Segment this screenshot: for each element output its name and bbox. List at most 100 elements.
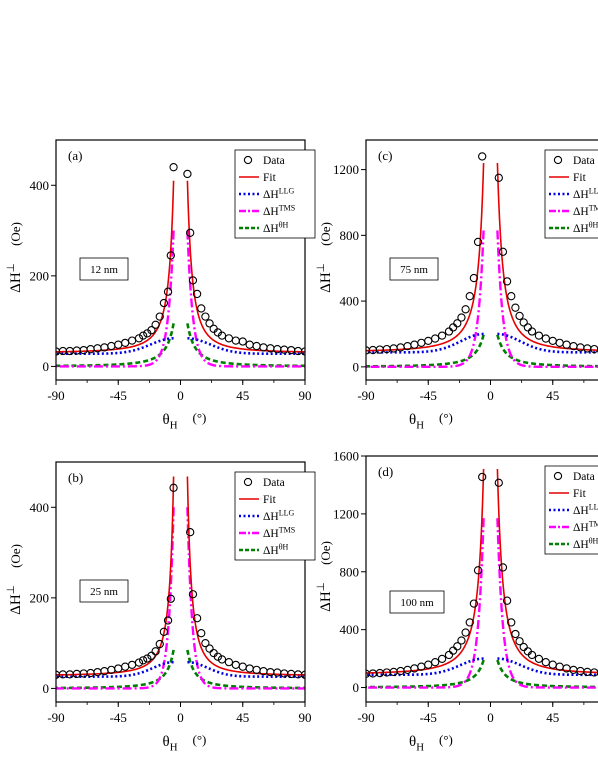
panel-c: -90 -45 0 45 0 400 800 1200 (c) 75 nm θH (°) ΔH⊥ (Oe)…	[316, 139, 598, 432]
fit-series-line-right	[186, 476, 305, 676]
data-point	[186, 528, 195, 537]
data-point	[138, 331, 148, 340]
x-tick-label: 90	[299, 710, 312, 725]
thickness-box	[79, 579, 129, 603]
y-tick-label: 800	[340, 564, 360, 579]
llg-series-line-right	[187, 660, 305, 678]
x-tick-label: 45	[236, 710, 249, 725]
data-point	[469, 273, 479, 283]
data-point	[159, 627, 169, 636]
data-point	[205, 644, 214, 653]
legend-label-data: Data	[573, 471, 595, 483]
y-axis-label-group: ΔH⊥ (Oe)	[6, 544, 24, 615]
data-point	[163, 616, 173, 625]
thickness-box	[389, 590, 445, 614]
data-point	[519, 642, 528, 652]
theta-series-line-left	[366, 659, 485, 689]
data-point	[562, 340, 571, 349]
data-point	[494, 478, 503, 487]
data-point	[114, 664, 123, 673]
data-point	[192, 289, 202, 299]
data-point	[138, 656, 148, 665]
data-point	[245, 664, 254, 673]
legend-label-fit: Fit	[573, 488, 587, 500]
data-point	[205, 319, 214, 328]
data-point	[192, 614, 202, 623]
data-point	[287, 345, 296, 355]
x-axis-unit: (°)	[193, 732, 207, 747]
fit-series-line-left	[56, 476, 175, 676]
data-point	[201, 638, 210, 648]
data-point	[159, 298, 169, 308]
legend-label-tms: ΔHTMS	[263, 525, 295, 540]
data-point	[217, 655, 227, 664]
x-tick-label: 90	[299, 388, 312, 403]
data-point	[448, 323, 458, 332]
thickness-box	[389, 257, 439, 281]
data-point	[403, 665, 412, 675]
legend-label-fit: Fit	[263, 494, 277, 506]
legend-marker-data	[243, 477, 253, 487]
data-point	[151, 647, 160, 656]
x-tick-label: 45	[546, 388, 559, 403]
data-point	[457, 313, 466, 322]
data-point	[473, 566, 483, 575]
tms-series-line-right	[496, 230, 598, 369]
panel-d: -90 -45 0 45 0 400 800 1200 1600 (d) 100 nm θH (°) ΔH…	[316, 449, 598, 754]
data-point	[389, 344, 398, 353]
y-tick-label: 400	[340, 294, 360, 309]
data-point	[231, 660, 240, 670]
data-point	[519, 318, 528, 327]
curves	[366, 468, 598, 689]
y-axis-unit: (Oe)	[318, 541, 333, 565]
x-tick-label: -45	[110, 710, 127, 725]
x-axis-label: θH	[163, 734, 178, 754]
data-point	[437, 654, 447, 664]
data-point	[86, 668, 95, 678]
legend-label-data: Data	[573, 155, 595, 167]
data-point	[478, 152, 487, 161]
fit-series-line-left	[366, 468, 485, 674]
data-point	[213, 652, 222, 661]
data-point	[245, 340, 254, 349]
y-axis-label: ΔH⊥	[6, 263, 24, 293]
llg-series-line-right	[187, 337, 305, 356]
panel-a: -90 -45 0 45 90 0 200 400 (a) 12 nm θH (°) ΔH⊥ (Oe) Da…	[6, 139, 316, 432]
data-point	[417, 338, 426, 347]
theta-series-line-left	[56, 649, 175, 690]
x-tick-label: 0	[487, 710, 494, 725]
y-tick-label: 200	[30, 268, 50, 283]
legend-label-data: Data	[263, 477, 285, 489]
x-axis-label: θH	[409, 412, 424, 432]
x-tick-label: -90	[47, 710, 64, 725]
data-point	[473, 237, 483, 247]
data-point	[502, 596, 512, 605]
data-point	[183, 169, 192, 179]
y-tick-label: 800	[340, 228, 360, 243]
legend: Data Fit ΔHLLG ΔHTMS ΔHθH	[544, 149, 598, 239]
data-point	[527, 327, 537, 336]
data-point	[507, 618, 516, 627]
data-point	[127, 660, 137, 670]
data-point	[238, 337, 247, 346]
data-point	[188, 590, 198, 599]
data-point	[469, 599, 479, 608]
panel-b: -90 -45 0 45 90 0 200 400 (b) 25 nm θH (°) ΔH⊥ (Oe) Da…	[6, 461, 316, 754]
data-point	[465, 618, 474, 627]
legend-label-llg: ΔHLLG	[263, 186, 295, 201]
data-point	[107, 341, 116, 351]
x-axis-label: θH	[409, 734, 424, 754]
data-point	[527, 650, 537, 660]
tms-series-line-left	[56, 230, 175, 368]
x-axis-label: θH	[163, 412, 178, 432]
legend-marker-data	[553, 471, 563, 481]
data-point	[201, 312, 210, 321]
data-point	[121, 662, 130, 671]
thickness-label: 75 nm	[400, 264, 428, 276]
y-tick-label: 400	[30, 178, 50, 193]
data-point	[555, 338, 564, 347]
data-point	[457, 636, 466, 645]
data-point	[155, 312, 164, 321]
x-axis-unit: (°)	[439, 732, 453, 747]
